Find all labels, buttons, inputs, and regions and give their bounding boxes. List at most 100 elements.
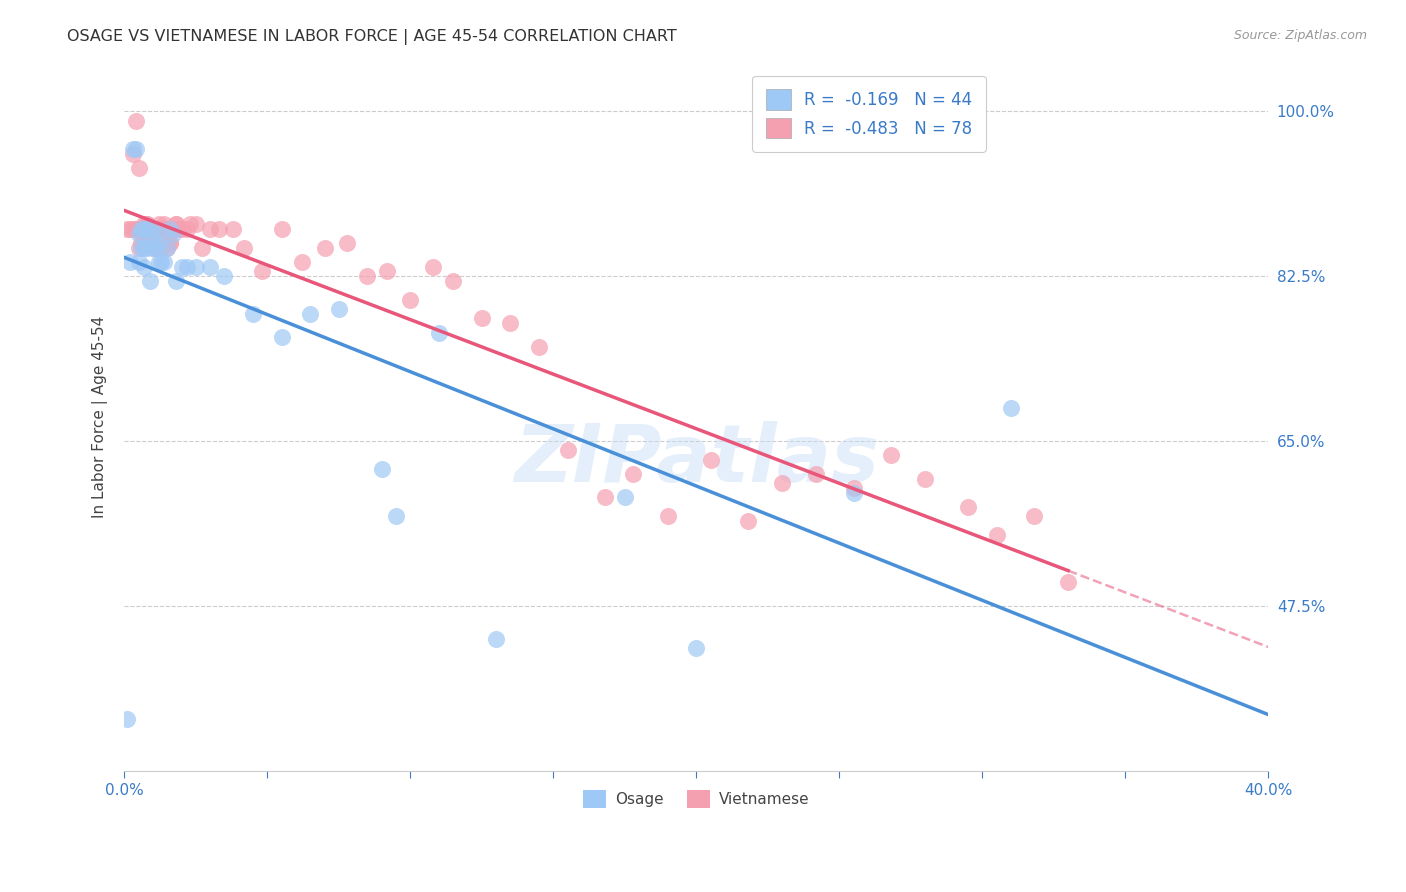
Point (139, 236, 162, 251)
Point (165, 274, 187, 288)
Point (150, 255, 173, 269)
Point (136, 241, 159, 255)
Point (242, 307, 264, 321)
Point (156, 222, 179, 236)
Point (115, 222, 138, 236)
Point (156, 222, 179, 236)
Point (162, 227, 184, 241)
Point (139, 274, 162, 288)
Point (880, 448, 903, 462)
Point (131, 222, 153, 236)
Point (190, 241, 212, 255)
Point (422, 260, 444, 274)
Point (914, 472, 936, 486)
Point (150, 222, 173, 236)
Y-axis label: In Labor Force | Age 45-54: In Labor Force | Age 45-54 (93, 317, 108, 518)
Point (142, 241, 165, 255)
Point (156, 241, 179, 255)
Legend: Osage, Vietnamese: Osage, Vietnamese (575, 782, 817, 816)
Point (136, 217, 159, 231)
Point (125, 222, 148, 236)
Point (128, 255, 150, 269)
Point (1022, 509, 1045, 524)
Text: ZIPatlas: ZIPatlas (513, 421, 879, 499)
Point (145, 222, 167, 236)
Point (527, 340, 550, 354)
Point (299, 307, 322, 321)
Point (557, 443, 579, 458)
Point (770, 476, 793, 491)
Point (270, 222, 292, 236)
Point (128, 241, 150, 255)
Point (184, 217, 207, 231)
Point (356, 268, 378, 283)
Point (118, 222, 141, 236)
Point (657, 509, 679, 524)
Point (142, 222, 165, 236)
Point (685, 641, 707, 656)
Point (118, 255, 141, 269)
Point (134, 222, 156, 236)
Point (198, 222, 221, 236)
Point (139, 222, 162, 236)
Point (131, 236, 153, 251)
Point (184, 260, 207, 274)
Point (153, 217, 176, 231)
Point (145, 227, 167, 241)
Point (170, 222, 193, 236)
Point (148, 222, 170, 236)
Point (134, 222, 156, 236)
Point (842, 481, 865, 495)
Point (162, 222, 184, 236)
Point (150, 241, 173, 255)
Point (314, 241, 336, 255)
Point (131, 241, 153, 255)
Point (148, 236, 170, 251)
Point (208, 222, 231, 236)
Point (165, 217, 187, 231)
Point (233, 241, 256, 255)
Point (134, 260, 156, 274)
Point (139, 222, 162, 236)
Point (336, 236, 359, 251)
Point (156, 241, 179, 255)
Point (427, 326, 450, 340)
Point (134, 236, 156, 251)
Point (176, 222, 198, 236)
Point (136, 222, 159, 236)
Point (214, 268, 236, 283)
Point (222, 222, 245, 236)
Point (128, 222, 150, 236)
Point (291, 255, 314, 269)
Point (122, 222, 145, 236)
Point (131, 222, 153, 236)
Point (806, 467, 828, 481)
Point (134, 222, 156, 236)
Point (148, 255, 170, 269)
Point (128, 227, 150, 241)
Point (270, 330, 292, 344)
Point (122, 142, 145, 156)
Point (139, 236, 162, 251)
Point (371, 462, 394, 476)
Point (613, 491, 636, 505)
Point (328, 301, 350, 316)
Point (441, 274, 464, 288)
Point (699, 452, 721, 467)
Point (170, 260, 193, 274)
Point (136, 222, 159, 236)
Point (737, 514, 759, 528)
Point (128, 222, 150, 236)
Point (165, 217, 187, 231)
Point (153, 255, 176, 269)
Point (176, 260, 198, 274)
Point (385, 509, 408, 524)
Point (499, 316, 522, 330)
Point (125, 113, 148, 128)
Point (148, 217, 170, 231)
Point (399, 293, 422, 307)
Point (250, 264, 273, 278)
Point (623, 467, 645, 481)
Point (842, 485, 865, 500)
Point (159, 236, 181, 251)
